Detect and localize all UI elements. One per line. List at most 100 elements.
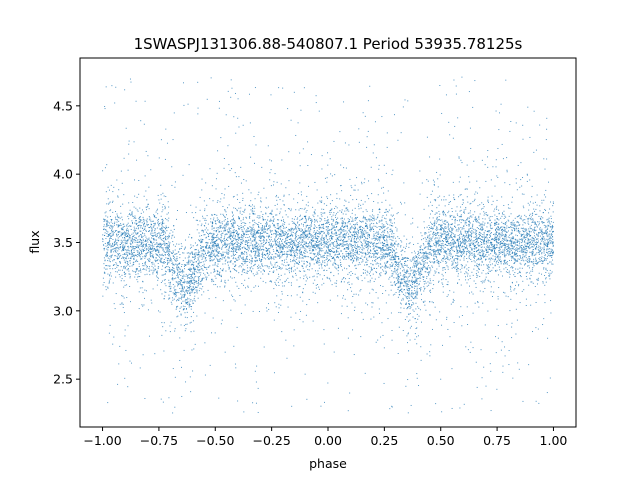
scatter-point <box>408 296 410 298</box>
scatter-point <box>464 266 466 268</box>
scatter-point <box>344 244 346 246</box>
scatter-point <box>286 256 288 258</box>
scatter-point <box>133 234 135 236</box>
scatter-point <box>211 256 213 258</box>
scatter-point <box>490 232 492 234</box>
scatter-point <box>296 267 298 269</box>
scatter-point <box>385 253 387 255</box>
scatter-point <box>344 225 346 227</box>
scatter-point <box>245 241 247 243</box>
scatter-point <box>151 263 153 265</box>
scatter-point <box>424 247 426 249</box>
scatter-point <box>110 275 112 277</box>
scatter-point <box>516 235 518 237</box>
scatter-point <box>116 215 118 217</box>
scatter-point <box>118 258 120 260</box>
scatter-point <box>163 258 165 260</box>
scatter-point <box>194 276 196 278</box>
scatter-point <box>211 250 213 252</box>
scatter-point <box>387 249 389 251</box>
scatter-point <box>430 269 432 271</box>
scatter-point <box>191 290 193 292</box>
scatter-point <box>294 228 296 230</box>
scatter-point <box>174 249 176 251</box>
scatter-point <box>216 214 218 216</box>
scatter-point <box>438 210 440 212</box>
scatter-point <box>180 279 182 281</box>
scatter-point <box>184 281 186 283</box>
scatter-point <box>179 282 181 284</box>
scatter-point <box>425 268 427 270</box>
scatter-point <box>478 268 480 270</box>
scatter-point <box>196 292 198 294</box>
scatter-point <box>414 269 416 271</box>
scatter-point <box>298 252 300 254</box>
scatter-point <box>209 260 211 262</box>
scatter-point <box>383 243 385 245</box>
scatter-point <box>234 92 236 94</box>
scatter-point <box>511 237 513 239</box>
scatter-point <box>104 108 106 110</box>
scatter-point <box>139 230 141 232</box>
scatter-point <box>352 227 354 229</box>
scatter-point <box>388 246 390 248</box>
scatter-point <box>252 231 254 233</box>
scatter-point <box>144 228 146 230</box>
scatter-point <box>308 247 310 249</box>
scatter-point <box>217 218 219 220</box>
scatter-point <box>112 222 114 224</box>
scatter-point <box>183 104 185 106</box>
scatter-point <box>127 225 129 227</box>
scatter-point <box>315 287 317 289</box>
scatter-point <box>138 255 140 257</box>
scatter-point <box>104 167 106 169</box>
scatter-point <box>536 194 538 196</box>
scatter-point <box>342 297 344 299</box>
scatter-point <box>328 232 330 234</box>
scatter-point <box>275 306 277 308</box>
scatter-point <box>392 169 394 171</box>
scatter-point <box>261 253 263 255</box>
scatter-point <box>458 216 460 218</box>
scatter-point <box>117 257 119 259</box>
scatter-point <box>233 222 235 224</box>
scatter-point <box>304 255 306 257</box>
scatter-point <box>151 228 153 230</box>
scatter-point <box>472 106 474 108</box>
scatter-point <box>276 203 278 205</box>
scatter-point <box>243 411 245 413</box>
scatter-point <box>394 253 396 255</box>
scatter-point <box>145 245 147 247</box>
scatter-point <box>138 252 140 254</box>
scatter-point <box>316 261 318 263</box>
scatter-point <box>232 248 234 250</box>
scatter-point <box>172 272 174 274</box>
scatter-point <box>487 214 489 216</box>
scatter-point <box>526 260 528 262</box>
scatter-point <box>123 267 125 269</box>
scatter-point <box>276 261 278 263</box>
scatter-point <box>488 272 490 274</box>
scatter-point <box>378 236 380 238</box>
scatter-point <box>197 276 199 278</box>
scatter-point <box>110 225 112 227</box>
scatter-point <box>146 273 148 275</box>
scatter-point <box>181 288 183 290</box>
scatter-point <box>533 235 535 237</box>
scatter-point <box>386 256 388 258</box>
scatter-point <box>416 377 418 379</box>
scatter-point <box>283 223 285 225</box>
scatter-point <box>494 256 496 258</box>
scatter-point <box>339 245 341 247</box>
scatter-point <box>426 277 428 279</box>
scatter-point <box>401 299 403 301</box>
scatter-point <box>327 228 329 230</box>
scatter-point <box>163 233 165 235</box>
scatter-point <box>145 265 147 267</box>
scatter-point <box>261 249 263 251</box>
scatter-point <box>230 231 232 233</box>
scatter-point <box>314 236 316 238</box>
scatter-point <box>439 248 441 250</box>
scatter-point <box>221 221 223 223</box>
scatter-point <box>370 229 372 231</box>
